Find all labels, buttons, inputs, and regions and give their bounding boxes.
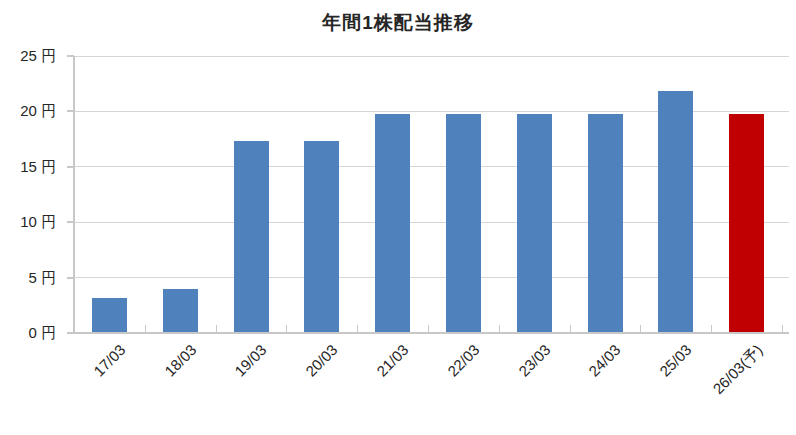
bar [163, 289, 198, 333]
y-axis-tick-label: 0 円 [0, 323, 56, 343]
y-axis-tick-label: 10 円 [0, 212, 56, 232]
bar [588, 114, 623, 333]
x-axis-category-label: 24/03 [585, 341, 624, 380]
y-axis-line [73, 56, 75, 333]
x-axis-category-label: 19/03 [231, 341, 270, 380]
y-axis-tick-label: 25 円 [0, 46, 56, 66]
y-axis-tick-label: 5 円 [0, 268, 56, 288]
x-axis-category-label: 22/03 [444, 341, 483, 380]
bar [234, 141, 269, 333]
x-axis-category-label: 20/03 [302, 341, 341, 380]
chart-title: 年間1株配当推移 [0, 10, 796, 36]
dividend-bar-chart: 年間1株配当推移 0 円 5 円 10 円 15 円 20 円 25 円 17/03 18/0… [0, 0, 796, 435]
bar [304, 141, 339, 333]
bar-forecast [729, 114, 764, 333]
y-axis-tick-label: 20 円 [0, 101, 56, 121]
x-axis-line [74, 332, 789, 334]
x-axis-category-label: 23/03 [515, 341, 554, 380]
x-axis-category-label: 17/03 [90, 341, 129, 380]
bar [446, 114, 481, 333]
bar [375, 114, 410, 333]
y-gridline [74, 56, 789, 57]
bar [517, 114, 552, 333]
x-axis-category-label: 26/03(予) [709, 341, 767, 399]
bar [658, 91, 693, 333]
x-axis-category-label: 18/03 [161, 341, 200, 380]
x-axis-category-label: 25/03 [656, 341, 695, 380]
y-axis-tick-label: 15 円 [0, 157, 56, 177]
x-axis-category-label: 21/03 [373, 341, 412, 380]
bar [92, 298, 127, 333]
